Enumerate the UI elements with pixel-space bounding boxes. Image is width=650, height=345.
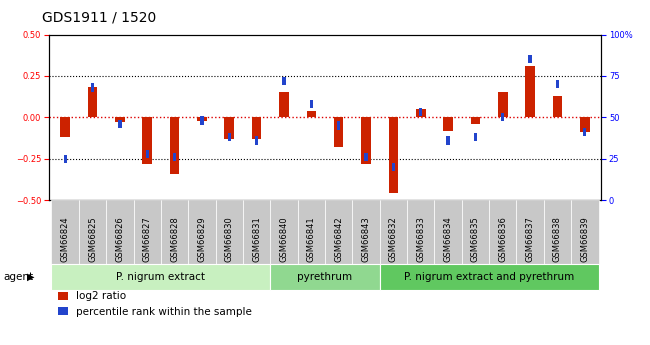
- Text: GSM66828: GSM66828: [170, 216, 179, 262]
- Bar: [474, 133, 477, 141]
- Bar: [392, 163, 395, 171]
- Bar: [552, 96, 562, 117]
- Bar: [309, 100, 313, 108]
- Text: GSM66839: GSM66839: [580, 216, 590, 262]
- Text: GSM66833: GSM66833: [416, 216, 425, 262]
- Bar: [252, 117, 261, 139]
- Bar: [170, 117, 179, 174]
- Bar: [471, 117, 480, 124]
- Text: GSM66835: GSM66835: [471, 216, 480, 262]
- Bar: [583, 128, 586, 136]
- Text: P. nigrum extract and pyrethrum: P. nigrum extract and pyrethrum: [404, 272, 574, 282]
- Bar: [337, 121, 341, 130]
- Bar: [580, 117, 590, 132]
- Bar: [361, 117, 370, 164]
- Text: GSM66826: GSM66826: [115, 216, 124, 262]
- Bar: [528, 55, 532, 63]
- Bar: [224, 117, 234, 139]
- Bar: [115, 117, 125, 122]
- Text: GSM66832: GSM66832: [389, 216, 398, 262]
- Text: GSM66843: GSM66843: [361, 216, 370, 262]
- Bar: [282, 77, 285, 85]
- Text: GSM66842: GSM66842: [334, 217, 343, 262]
- Bar: [197, 117, 207, 121]
- Text: P. nigrum extract: P. nigrum extract: [116, 272, 205, 282]
- Bar: [447, 136, 450, 145]
- Bar: [334, 117, 343, 147]
- Text: agent: agent: [3, 272, 33, 282]
- Text: GSM66834: GSM66834: [443, 216, 452, 262]
- Text: pyrethrum: pyrethrum: [298, 272, 352, 282]
- Text: GSM66824: GSM66824: [60, 217, 70, 262]
- Text: GSM66837: GSM66837: [526, 216, 535, 262]
- Bar: [307, 111, 316, 117]
- Bar: [389, 117, 398, 194]
- Text: GSM66830: GSM66830: [225, 216, 234, 262]
- Bar: [200, 117, 203, 125]
- Legend: log2 ratio, percentile rank within the sample: log2 ratio, percentile rank within the s…: [54, 287, 256, 321]
- Bar: [498, 92, 508, 117]
- Bar: [64, 155, 67, 163]
- Bar: [443, 117, 453, 130]
- Bar: [118, 120, 122, 128]
- Text: GSM66838: GSM66838: [553, 216, 562, 262]
- Bar: [416, 109, 426, 117]
- Text: GSM66827: GSM66827: [143, 216, 151, 262]
- Text: GDS1911 / 1520: GDS1911 / 1520: [42, 10, 157, 24]
- Bar: [146, 150, 149, 158]
- Bar: [60, 117, 70, 137]
- Bar: [227, 133, 231, 141]
- Text: GSM66831: GSM66831: [252, 216, 261, 262]
- Bar: [88, 88, 97, 117]
- Bar: [525, 66, 535, 117]
- Bar: [501, 113, 504, 121]
- Bar: [91, 83, 94, 92]
- Text: GSM66841: GSM66841: [307, 217, 316, 262]
- Bar: [280, 92, 289, 117]
- Text: GSM66829: GSM66829: [198, 217, 207, 262]
- Bar: [173, 153, 176, 161]
- Bar: [419, 108, 422, 117]
- Text: GSM66840: GSM66840: [280, 217, 289, 262]
- Text: GSM66836: GSM66836: [499, 216, 507, 262]
- Bar: [255, 136, 258, 145]
- Bar: [556, 80, 559, 88]
- Bar: [142, 117, 152, 164]
- Text: GSM66825: GSM66825: [88, 217, 97, 262]
- Text: ▶: ▶: [27, 272, 35, 282]
- Bar: [365, 153, 368, 161]
